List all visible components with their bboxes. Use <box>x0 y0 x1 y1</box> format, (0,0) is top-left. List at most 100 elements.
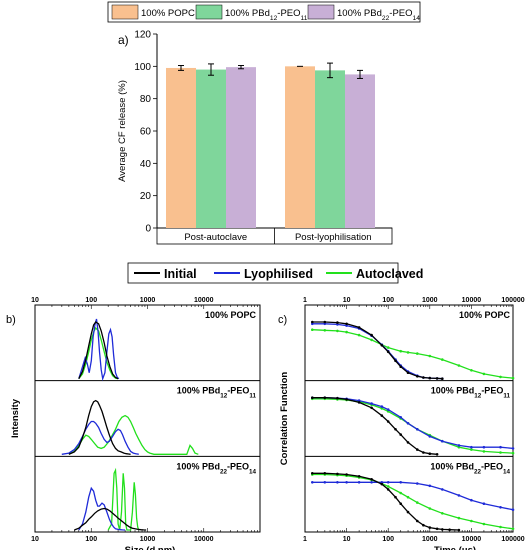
series-point-initial <box>416 375 419 378</box>
bar-legend: 100% POPC 100% PBd12-PEO11 100% PBd22-PEO1… <box>107 1 421 23</box>
series-point-initial <box>441 528 444 531</box>
y-tick-label: 120 <box>134 30 151 41</box>
series-point-initial <box>386 420 390 423</box>
series-point-initial <box>386 350 390 354</box>
series-point-lyophilised <box>399 481 403 484</box>
x-axis-label: Size (d.nm) <box>125 545 176 550</box>
series-point-autoclaved <box>511 376 515 380</box>
size-distribution-panel-b: 10 10 100 100 1000 1000 10000 10000 Size (d.nm) I… <box>6 297 261 550</box>
series-point-lyophilised <box>482 445 486 449</box>
series-point-initial <box>422 451 425 454</box>
series-point-autoclaved <box>406 495 410 499</box>
y-axis-label: Intensity <box>10 398 21 438</box>
series-point-initial <box>323 320 327 324</box>
x-tick-label-top: 100000 <box>501 297 524 304</box>
line-legend-label: Lyophilised <box>244 267 313 281</box>
x-tick-label-top: 1000 <box>422 297 438 304</box>
series-point-autoclaved <box>482 522 486 526</box>
series-point-autoclaved <box>380 407 384 410</box>
series-point-autoclaved <box>511 527 515 531</box>
series-point-initial <box>311 396 314 400</box>
series-point-initial <box>386 488 390 491</box>
subpanel-label: 100% PBd22-PEO14 <box>430 461 510 475</box>
series-point-autoclaved <box>357 333 361 337</box>
panel-label: b) <box>6 314 16 326</box>
y-tick-label: 0 <box>145 224 151 235</box>
series-point-initial <box>345 473 348 476</box>
x-tick-label-top: 100 <box>85 297 97 304</box>
series-point-lyophilised <box>470 498 473 502</box>
series-point-initial <box>336 472 339 476</box>
series-point-lyophilised <box>399 416 403 419</box>
series-point-initial <box>394 495 397 499</box>
series-point-lyophilised <box>380 405 384 408</box>
series-point-initial <box>311 320 314 324</box>
x-tick-label-top: 10 <box>343 297 351 304</box>
bar <box>285 66 315 228</box>
series-point-autoclaved <box>336 329 339 333</box>
series-point-initial <box>406 371 410 375</box>
series-point-initial <box>406 510 410 514</box>
plot-frame <box>304 304 514 533</box>
series-point-initial <box>380 482 384 486</box>
series-point-initial <box>422 376 425 379</box>
series-point-lyophilised <box>499 445 502 449</box>
series-point-initial <box>394 359 397 363</box>
series-point-initial <box>336 396 339 400</box>
x-tick-label-bottom: 100 <box>85 536 97 543</box>
series-line-lyophilised <box>78 486 126 531</box>
series-line-lyophilised <box>78 318 120 382</box>
series-point-lyophilised <box>470 445 473 449</box>
correlation-panel-c: 1 1 10 10 100 100 1000 1000 10000 10000 100000 1000… <box>278 297 525 550</box>
series-point-lyophilised <box>416 428 419 431</box>
series-line-autoclaved <box>312 329 514 379</box>
bar <box>345 74 375 229</box>
series-line-initial <box>74 507 147 531</box>
bar-legend-swatch <box>195 4 223 20</box>
series-point-lyophilised <box>311 322 314 326</box>
series-point-initial <box>370 333 373 337</box>
series-point-lyophilised <box>416 482 419 485</box>
series-point-autoclaved <box>386 346 390 349</box>
series-point-autoclaved <box>428 507 432 510</box>
series-point-initial <box>345 398 348 401</box>
series-point-autoclaved <box>323 329 327 332</box>
x-tick-label-top: 1000 <box>140 297 156 304</box>
series-line-lyophilised <box>312 397 514 450</box>
series-point-initial <box>435 527 439 531</box>
series-point-initial <box>323 396 327 400</box>
series-point-lyophilised <box>386 481 390 484</box>
series-line-autoclaved <box>312 473 514 530</box>
x-tick-label-bottom: 1000 <box>422 536 438 543</box>
series-point-autoclaved <box>416 501 419 504</box>
subpanel-label: 100% PBd12-PEO11 <box>431 386 511 400</box>
series-point-lyophilised <box>428 484 432 488</box>
series-point-lyophilised <box>370 402 373 405</box>
series-point-lyophilised <box>380 481 384 484</box>
series-point-lyophilised <box>441 439 444 443</box>
series-line-initial <box>312 321 443 380</box>
series-point-initial <box>345 322 348 326</box>
series-point-lyophilised <box>311 481 314 484</box>
bar <box>226 67 256 229</box>
series-point-initial <box>357 401 361 404</box>
panel-label: c) <box>278 314 287 326</box>
series-point-initial <box>457 528 461 532</box>
series-point-initial <box>399 365 403 369</box>
series-point-initial <box>435 453 439 456</box>
series-point-autoclaved <box>457 445 461 449</box>
series-point-autoclaved <box>499 525 502 529</box>
series-line-initial <box>78 321 119 380</box>
bar-legend-label: 100% PBd22-PEO14 <box>337 8 420 22</box>
x-tick-label-top: 100 <box>382 297 394 304</box>
x-axis-label: Time (μs) <box>434 545 476 550</box>
x-tick-label-top: 10 <box>31 297 39 304</box>
y-tick-label: 100 <box>134 62 151 73</box>
series-point-autoclaved <box>441 358 444 361</box>
series-line-lyophilised <box>312 481 514 511</box>
series-point-autoclaved <box>482 372 486 376</box>
series-point-lyophilised <box>499 506 502 509</box>
series-point-initial <box>370 478 373 481</box>
x-tick-label-bottom: 10000 <box>194 536 214 543</box>
